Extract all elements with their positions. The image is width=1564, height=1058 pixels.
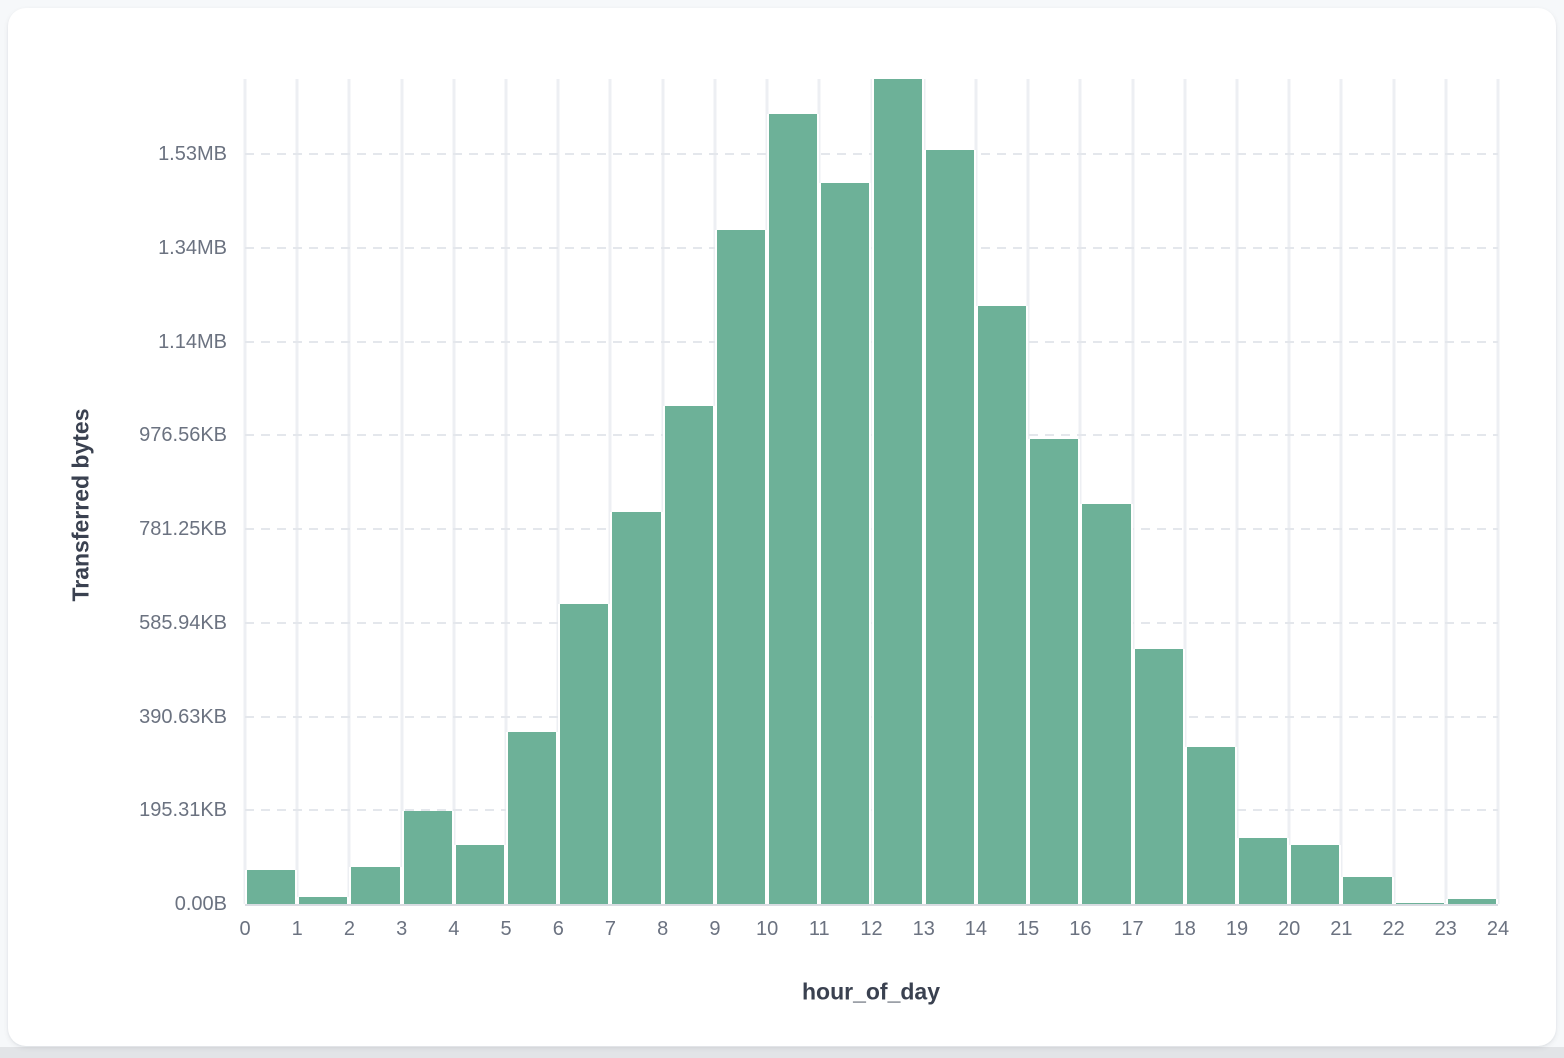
x-tick-label: 16 <box>1069 918 1092 940</box>
histogram-bar[interactable] <box>401 811 454 904</box>
histogram-bar[interactable] <box>714 230 768 904</box>
v-gridline <box>608 79 612 904</box>
y-tick-label: 781.25KB <box>139 518 227 540</box>
v-gridline <box>1444 79 1448 904</box>
x-tick-label: 11 <box>808 918 830 940</box>
x-tick-label: 5 <box>500 918 512 940</box>
x-tick-label: 9 <box>709 918 721 940</box>
histogram-bar[interactable] <box>1289 845 1342 904</box>
y-tick-label: 195.31KB <box>139 799 227 822</box>
v-gridline <box>243 79 247 904</box>
histogram-bar[interactable] <box>767 114 820 904</box>
x-tick-label: 10 <box>755 918 779 940</box>
x-tick-label: 15 <box>1017 918 1040 940</box>
v-gridline <box>1339 79 1343 904</box>
x-tick-label: 17 <box>1121 918 1144 940</box>
x-tick-label: 8 <box>657 918 669 940</box>
x-tick-label: 22 <box>1382 918 1405 940</box>
y-tick-label: 1.53MB <box>158 143 227 165</box>
x-tick-label: 24 <box>1486 918 1510 940</box>
v-gridline <box>400 79 404 904</box>
histogram-bar[interactable] <box>871 79 924 904</box>
y-axis-tick-labels: 0.00B 195.31KB 390.63KB 585.94KB 781.25KB 976… <box>8 79 227 915</box>
v-gridline <box>1235 79 1239 904</box>
v-gridline <box>1078 79 1082 904</box>
histogram-bar[interactable] <box>923 149 976 904</box>
x-axis-baseline <box>245 904 1498 906</box>
histogram-bar[interactable] <box>1080 503 1133 904</box>
x-tick-label: 3 <box>396 918 408 940</box>
histogram-bar[interactable] <box>819 182 872 904</box>
histogram-bar[interactable] <box>662 405 715 904</box>
histogram-bar[interactable] <box>610 512 663 904</box>
histogram-bar[interactable] <box>1236 837 1290 904</box>
x-tick-label: 19 <box>1225 918 1249 940</box>
y-tick-label: 0.00B <box>174 893 227 915</box>
x-tick-label: 18 <box>1173 918 1196 940</box>
x-tick-label: 2 <box>343 918 355 940</box>
v-gridline <box>1131 79 1135 904</box>
v-gridline <box>556 79 560 904</box>
x-axis-title: hour_of_day <box>801 978 941 1005</box>
x-tick-label: 1 <box>291 918 303 940</box>
y-tick-label: 585.94KB <box>139 611 227 634</box>
histogram-bar[interactable] <box>506 731 559 904</box>
v-gridline <box>347 79 351 904</box>
v-gridline <box>295 79 299 904</box>
histogram-bar[interactable] <box>1132 648 1185 904</box>
v-gridline <box>1496 79 1500 904</box>
x-tick-label: 13 <box>912 918 935 940</box>
v-gridline <box>1392 79 1396 904</box>
histogram-bar[interactable] <box>975 306 1029 904</box>
chart-card: Transferred bytes 0.00B 195.31KB 390.63KB 5… <box>8 8 1556 1046</box>
y-tick-label: 976.56KB <box>139 424 227 447</box>
x-tick-label: 14 <box>964 918 988 940</box>
x-tick-label: 4 <box>448 918 460 940</box>
plot-area <box>243 79 1500 906</box>
v-gridline <box>504 79 508 904</box>
x-tick-label: 23 <box>1434 918 1457 940</box>
histogram-bar[interactable] <box>1184 747 1237 904</box>
histogram-bar[interactable] <box>349 866 402 904</box>
histogram-bar[interactable] <box>297 896 350 904</box>
v-gridline <box>1287 79 1291 904</box>
x-tick-label: 6 <box>552 918 564 940</box>
x-tick-label: 12 <box>860 918 883 940</box>
x-tick-label: 20 <box>1278 918 1301 940</box>
x-tick-label: 7 <box>604 918 617 940</box>
x-tick-label: 0 <box>239 918 251 940</box>
histogram-bar[interactable] <box>1028 438 1081 904</box>
histogram-bar[interactable] <box>245 870 298 904</box>
x-axis-tick-labels: 0 1 2 3 4 5 6 7 8 9 10 11 12 13 14 15 16 17 18 19 20 21 22 23 24 <box>239 916 1509 948</box>
y-tick-label: 390.63KB <box>139 705 227 728</box>
histogram-bar[interactable] <box>558 603 611 904</box>
histogram-bar[interactable] <box>1445 898 1498 904</box>
histogram-bar[interactable] <box>1393 902 1446 904</box>
v-gridline <box>1183 79 1187 904</box>
y-tick-label: 1.34MB <box>158 236 227 259</box>
x-tick-label: 21 <box>1330 918 1353 940</box>
histogram-bar[interactable] <box>453 845 507 904</box>
histogram-bar[interactable] <box>1341 876 1394 904</box>
y-tick-label: 1.14MB <box>158 330 227 353</box>
v-gridline <box>452 79 456 904</box>
